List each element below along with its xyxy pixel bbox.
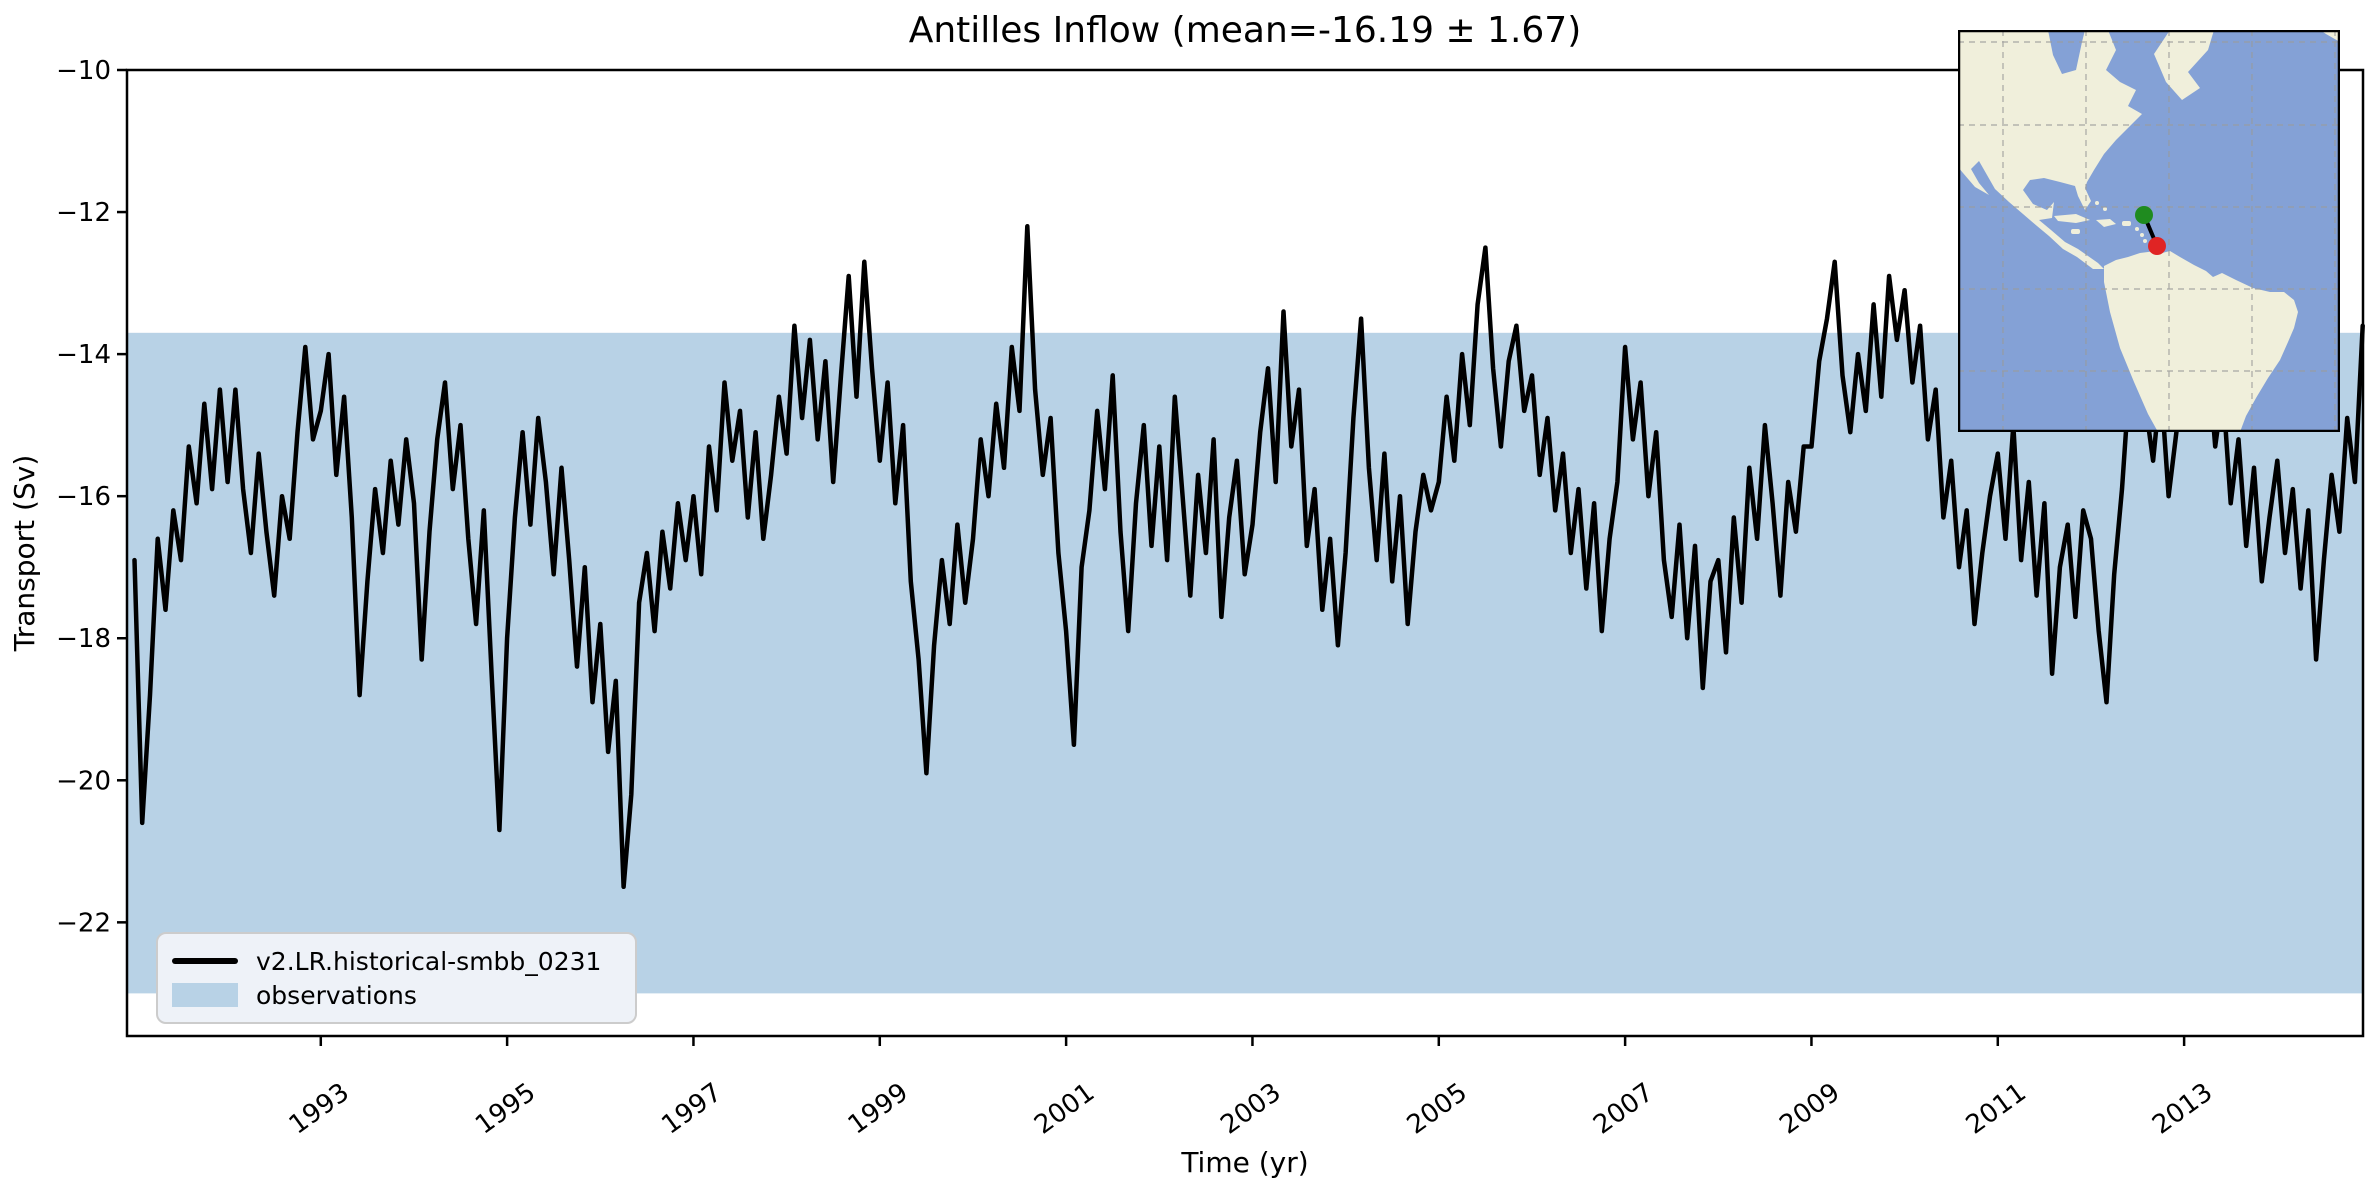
- inset-map-border: [1958, 30, 2340, 432]
- x-tick-label: 1999: [843, 1077, 914, 1140]
- bahamas-islet: [2103, 207, 2107, 211]
- antilles-islet: [2135, 227, 2139, 231]
- cuba: [2054, 214, 2090, 223]
- south-america: [2104, 251, 2298, 432]
- greenland-labrador: [2154, 30, 2214, 100]
- y-tick-label: −10: [56, 56, 111, 86]
- y-tick-label: −22: [56, 908, 111, 938]
- antilles-islet: [2143, 239, 2147, 243]
- x-tick-label: 2009: [1774, 1077, 1845, 1140]
- transect-line: [2135, 206, 2166, 255]
- antilles-islet: [2140, 233, 2144, 237]
- x-tick-label: 2007: [1588, 1077, 1659, 1140]
- map-graticule: [1958, 30, 2340, 432]
- hispaniola: [2096, 219, 2116, 227]
- bahamas-islet: [2095, 201, 2099, 205]
- legend: v2.LR.historical-smbb_0231 observations: [156, 932, 637, 1024]
- y-axis-ticks: −10 −12 −14 −16 −18 −20 −22: [56, 56, 127, 938]
- axes-spines: [125, 68, 2365, 1038]
- jamaica: [2071, 229, 2080, 234]
- y-tick-label: −12: [56, 198, 111, 228]
- legend-line-swatch: [172, 958, 238, 964]
- y-tick-label: −18: [56, 624, 111, 654]
- x-tick-label: 2003: [1215, 1077, 1286, 1140]
- y-tick-label: −20: [56, 766, 111, 796]
- legend-patch-swatch: [172, 983, 238, 1007]
- y-axis-label: Transport (Sv): [8, 455, 41, 652]
- legend-label-observations: observations: [256, 980, 417, 1010]
- land-masses: [1958, 30, 2340, 432]
- x-tick-label: 2013: [2147, 1077, 2218, 1140]
- north-america: [1958, 30, 2142, 269]
- inset-map: [1958, 30, 2340, 432]
- x-axis-label: Time (yr): [1180, 1146, 1308, 1179]
- legend-label-model: v2.LR.historical-smbb_0231: [256, 946, 602, 976]
- section-north-marker: [2135, 206, 2153, 224]
- model-series-line: [132, 224, 2365, 890]
- y-tick-label: −16: [56, 482, 111, 512]
- observations-band: [127, 332, 2363, 994]
- chart-title: Antilles Inflow (mean=-16.19 ± 1.67): [908, 10, 1582, 51]
- puerto-rico: [2122, 221, 2131, 226]
- section-south-marker: [2148, 237, 2166, 255]
- x-axis-ticks: 1993 1995 1997 1999 2001 2003 2005 2007 2009 2011…: [284, 1036, 2218, 1141]
- x-tick-label: 1997: [656, 1077, 727, 1140]
- legend-entry-model: v2.LR.historical-smbb_0231: [172, 944, 621, 978]
- x-tick-label: 1993: [284, 1077, 355, 1140]
- legend-entry-observations: observations: [172, 978, 621, 1012]
- x-tick-label: 1995: [470, 1077, 541, 1140]
- x-tick-label: 2011: [1961, 1077, 2032, 1140]
- y-tick-label: −14: [56, 340, 111, 370]
- x-tick-label: 2001: [1029, 1077, 1100, 1140]
- x-tick-label: 2005: [1402, 1077, 1473, 1140]
